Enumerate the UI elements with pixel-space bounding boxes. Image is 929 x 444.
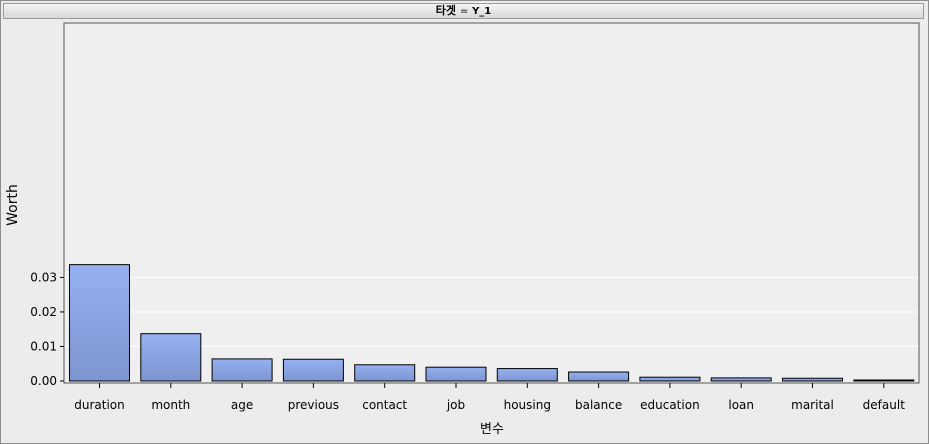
y-axis-label: Worth bbox=[5, 184, 21, 226]
x-tick-label: month bbox=[151, 398, 190, 412]
target-label: 타겟 bbox=[435, 4, 456, 17]
y-axis-ticks: 0.00 0.01 0.02 0.03 bbox=[30, 270, 64, 388]
x-tick-label: balance bbox=[575, 398, 622, 412]
y-tick-label: 0.02 bbox=[30, 305, 57, 319]
x-tick-label: previous bbox=[288, 398, 339, 412]
x-tick-label: default bbox=[863, 398, 906, 412]
x-tick-label: housing bbox=[504, 398, 551, 412]
target-value: Y_1 bbox=[472, 6, 492, 17]
bar-marital bbox=[782, 377, 843, 382]
x-tick-label: education bbox=[640, 398, 700, 412]
bar-previous bbox=[282, 358, 344, 382]
bar-housing bbox=[496, 368, 558, 382]
x-tick-label: loan bbox=[728, 398, 754, 412]
bar-loan bbox=[710, 377, 772, 382]
bars bbox=[69, 264, 915, 382]
y-tick-label: 0.00 bbox=[30, 374, 57, 388]
chart-header: 타겟 = Y_1 bbox=[3, 3, 924, 19]
bar-job bbox=[425, 366, 487, 382]
x-tick-label: contact bbox=[362, 398, 407, 412]
x-axis-ticks: duration month age previous contact job housin… bbox=[74, 383, 905, 412]
bar-default bbox=[853, 379, 915, 382]
x-tick-label: marital bbox=[791, 398, 834, 412]
bar-month bbox=[140, 333, 202, 382]
x-tick-label: duration bbox=[74, 398, 125, 412]
y-tick-label: 0.01 bbox=[30, 339, 57, 353]
grid-lines bbox=[65, 276, 918, 347]
bar-balance bbox=[568, 371, 630, 382]
bar-duration bbox=[69, 264, 130, 382]
x-axis-label: 변수 bbox=[480, 422, 504, 437]
bar-education bbox=[639, 376, 701, 382]
x-tick-label: age bbox=[231, 398, 253, 412]
y-tick-label: 0.03 bbox=[30, 270, 57, 284]
bar-contact bbox=[354, 364, 416, 382]
plot-area bbox=[63, 22, 920, 384]
x-tick-label: job bbox=[446, 398, 465, 412]
equals-sign: = bbox=[459, 6, 469, 17]
bar-age bbox=[211, 358, 273, 382]
